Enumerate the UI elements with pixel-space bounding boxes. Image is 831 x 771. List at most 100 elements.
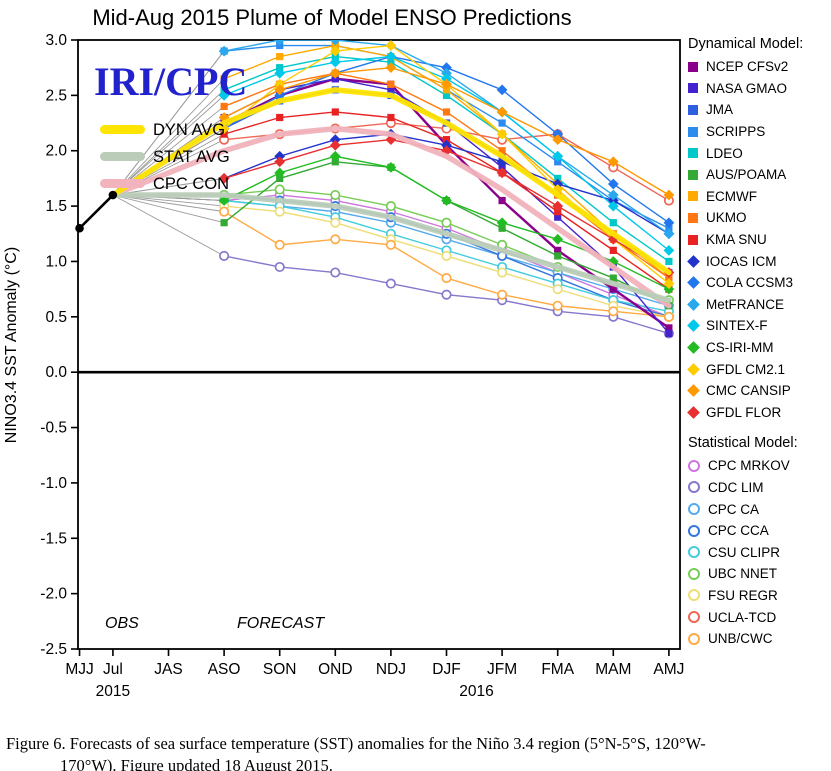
avg-line-dyn-avg	[110, 87, 672, 276]
x-tick-label-jas: JAS	[154, 661, 182, 678]
caption-line-1: Figure 6. Forecasts of sea surface tempe…	[6, 734, 706, 753]
legend-label: COLA CCSM3	[706, 275, 794, 291]
diamond-marker-icon	[687, 362, 700, 376]
avg-swatch-cpc-con	[100, 179, 145, 188]
legend-label: CMC CANSIP	[706, 383, 791, 399]
circle-open-marker-icon	[688, 632, 700, 645]
y-axis-label: NINO3.4 SST Anomaly (°C)	[3, 247, 20, 443]
chart-title: Mid-Aug 2015 Plume of Model ENSO Predict…	[92, 5, 571, 30]
legend-item-ukmo: UKMO	[688, 207, 830, 229]
legend-label: AUS/POAMA	[706, 167, 787, 183]
legend-label: SINTEX-F	[706, 318, 768, 334]
iri-cpc-watermark: IRI/CPC	[94, 59, 247, 104]
avg-swatch-stat-avg	[100, 152, 145, 161]
y-tick-label: -1.5	[40, 530, 67, 547]
legend-item-cmc-cansip: CMC CANSIP	[687, 380, 830, 402]
statistical-models-title: Statistical Model:	[688, 435, 798, 452]
diamond-marker-icon	[687, 341, 700, 354]
forecast-label: FORECAST	[237, 615, 325, 632]
legend-label: CPC CCA	[708, 523, 769, 539]
legend-item-gfdl-flor: GFDL FLOR	[687, 402, 830, 424]
legend-item-nasa-gmao: NASA GMAO	[688, 78, 830, 100]
legend-label: CS-IRI-MM	[706, 340, 774, 356]
square-marker-icon	[688, 212, 698, 223]
square-marker-icon	[688, 234, 698, 245]
legend-item-cdc-lim: CDC LIM	[688, 477, 830, 499]
y-tick-label: 1.5	[45, 198, 67, 215]
year-label-2015: 2015	[96, 683, 130, 700]
avg-line-stat-avg	[110, 192, 672, 303]
x-tick-label-mjj: MJJ	[65, 661, 93, 678]
legend-label: KMA SNU	[706, 232, 767, 248]
legend-label: UBC NNET	[708, 566, 778, 582]
y-tick-label: 2.5	[45, 87, 67, 104]
model-legend-panel: Dynamical Model: NCEP CFSv2 NASA GMAO JMA S…	[687, 36, 830, 649]
legend-item-ucla-tcd: UCLA-TCD	[688, 606, 830, 628]
x-tick-label-jfm: JFM	[487, 661, 517, 678]
legend-item-cs-iri-mm: CS-IRI-MM	[687, 337, 830, 359]
y-tick-label: -2.0	[40, 586, 67, 603]
legend-label: UKMO	[706, 210, 747, 226]
y-tick-label: -0.5	[40, 420, 67, 437]
dynamical-legend-items: NCEP CFSv2 NASA GMAO JMA SCRIPPS LDEO AUS/POA…	[687, 56, 830, 424]
circle-open-marker-icon	[688, 567, 700, 580]
legend-item-cola-ccsm3: COLA CCSM3	[687, 272, 830, 294]
legend-item-ldeo: LDEO	[688, 142, 830, 164]
obs-label: OBS	[105, 615, 139, 632]
x-tick-label-aso: ASO	[208, 661, 241, 678]
avg-swatch-dyn-avg	[100, 125, 145, 134]
circle-open-marker-icon	[688, 546, 700, 559]
x-tick-label-mam: MAM	[595, 661, 631, 678]
diamond-marker-icon	[687, 384, 700, 398]
legend-item-cpc-mrkov: CPC MRKOV	[688, 455, 830, 477]
legend-item-ubc-nnet: UBC NNET	[688, 563, 830, 585]
legend-item-gfdl-cm2-1: GFDL CM2.1	[687, 358, 830, 380]
legend-item-aus-poama: AUS/POAMA	[688, 164, 830, 186]
legend-label: CDC LIM	[708, 479, 764, 495]
circle-open-marker-icon	[688, 524, 700, 537]
y-tick-label: 0.0	[45, 364, 67, 381]
legend-item-kma-snu: KMA SNU	[688, 229, 830, 251]
avg-swatch-label-dyn-avg: DYN AVG	[153, 121, 225, 139]
y-tick-label: -1.0	[40, 475, 67, 492]
legend-label: UCLA-TCD	[708, 609, 777, 625]
avg-swatch-label-cpc-con: CPC CON	[153, 175, 229, 193]
square-marker-icon	[688, 148, 698, 159]
legend-label: GFDL CM2.1	[706, 361, 786, 377]
legend-label: CPC CA	[708, 501, 760, 517]
legend-label: GFDL FLOR	[706, 404, 782, 420]
legend-item-fsu-regr: FSU REGR	[688, 585, 830, 607]
y-tick-label: 3.0	[45, 32, 67, 49]
legend-label: NCEP CFSv2	[706, 59, 789, 75]
legend-label: ECMWF	[706, 188, 757, 204]
legend-label: CSU CLIPR	[708, 544, 781, 560]
legend-label: FSU REGR	[708, 587, 778, 603]
square-marker-icon	[688, 61, 698, 72]
x-tick-label-amj: AMJ	[653, 661, 684, 678]
legend-item-iocas-icm: IOCAS ICM	[687, 250, 830, 272]
x-tick-label-ndj: NDJ	[376, 661, 406, 678]
x-tick-label-djf: DJF	[432, 661, 460, 678]
circle-open-marker-icon	[688, 481, 700, 494]
square-marker-icon	[688, 126, 698, 137]
x-tick-label-son: SON	[263, 661, 297, 678]
legend-item-metfrance: MetFRANCE	[687, 294, 830, 316]
caption-line-2: 170°W). Figure updated 18 August 2015.	[60, 756, 333, 771]
x-tick-label-ond: OND	[318, 661, 352, 678]
diamond-marker-icon	[687, 276, 700, 290]
y-tick-label: 0.5	[45, 309, 67, 326]
legend-item-ncep-cfsv2: NCEP CFSv2	[688, 56, 830, 78]
legend-item-jma: JMA	[688, 99, 830, 121]
circle-open-marker-icon	[688, 459, 700, 472]
legend-label: JMA	[706, 102, 733, 118]
legend-item-ecmwf: ECMWF	[688, 186, 830, 208]
square-marker-icon	[688, 191, 698, 202]
legend-label: MetFRANCE	[706, 296, 785, 312]
square-marker-icon	[688, 104, 698, 115]
diamond-marker-icon	[687, 405, 700, 419]
diamond-marker-icon	[687, 319, 700, 333]
legend-item-csu-clipr: CSU CLIPR	[688, 541, 830, 563]
avg-swatch-label-stat-avg: STAT AVG	[153, 148, 230, 166]
circle-open-marker-icon	[688, 611, 700, 624]
